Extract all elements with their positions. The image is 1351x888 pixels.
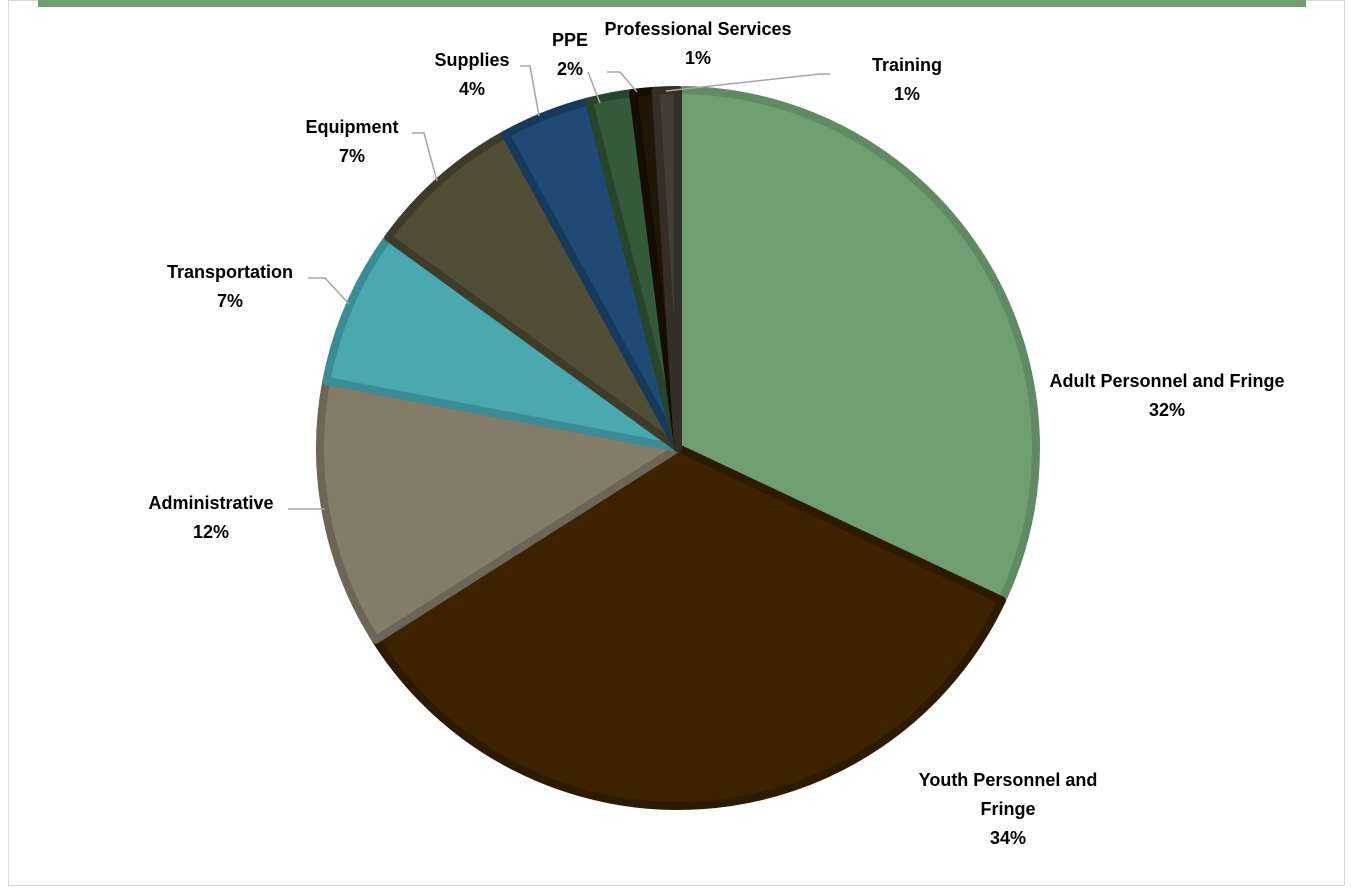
- data-label-equipment: Equipment 7%: [306, 117, 399, 166]
- pie-slice-administrative: [316, 376, 682, 644]
- leader-line-ppe: [587, 71, 601, 104]
- leader-line-supplies: [520, 65, 540, 117]
- data-label-youth-personnel-and-fringe: Youth Personnel and Fringe 34%: [919, 770, 1098, 848]
- data-label-supplies: Supplies 4%: [434, 50, 509, 99]
- data-label-ppe: PPE 2%: [552, 30, 588, 79]
- data-label-training: Training 1%: [872, 55, 942, 104]
- leader-line-professional-services: [607, 71, 638, 93]
- data-label-transportation: Transportation 7%: [167, 262, 293, 311]
- data-label-professional-services: Professional Services 1%: [604, 19, 791, 68]
- leader-line-training: [665, 73, 830, 92]
- pie-slice-transportation: [322, 233, 682, 452]
- data-label-administrative: Administrative 12%: [148, 493, 273, 542]
- top-accent-bar: [38, 0, 1306, 7]
- data-label-adult-personnel-and-fringe: Adult Personnel and Fringe 32%: [1049, 371, 1284, 420]
- leader-line-equipment: [412, 132, 438, 182]
- pie-slice-adult-personnel-and-fringe: [674, 86, 1040, 605]
- pie-slice-equipment: [384, 130, 682, 452]
- pie-slice-youth-personnel-and-fringe: [371, 444, 1006, 810]
- leader-line-transportation: [308, 277, 350, 305]
